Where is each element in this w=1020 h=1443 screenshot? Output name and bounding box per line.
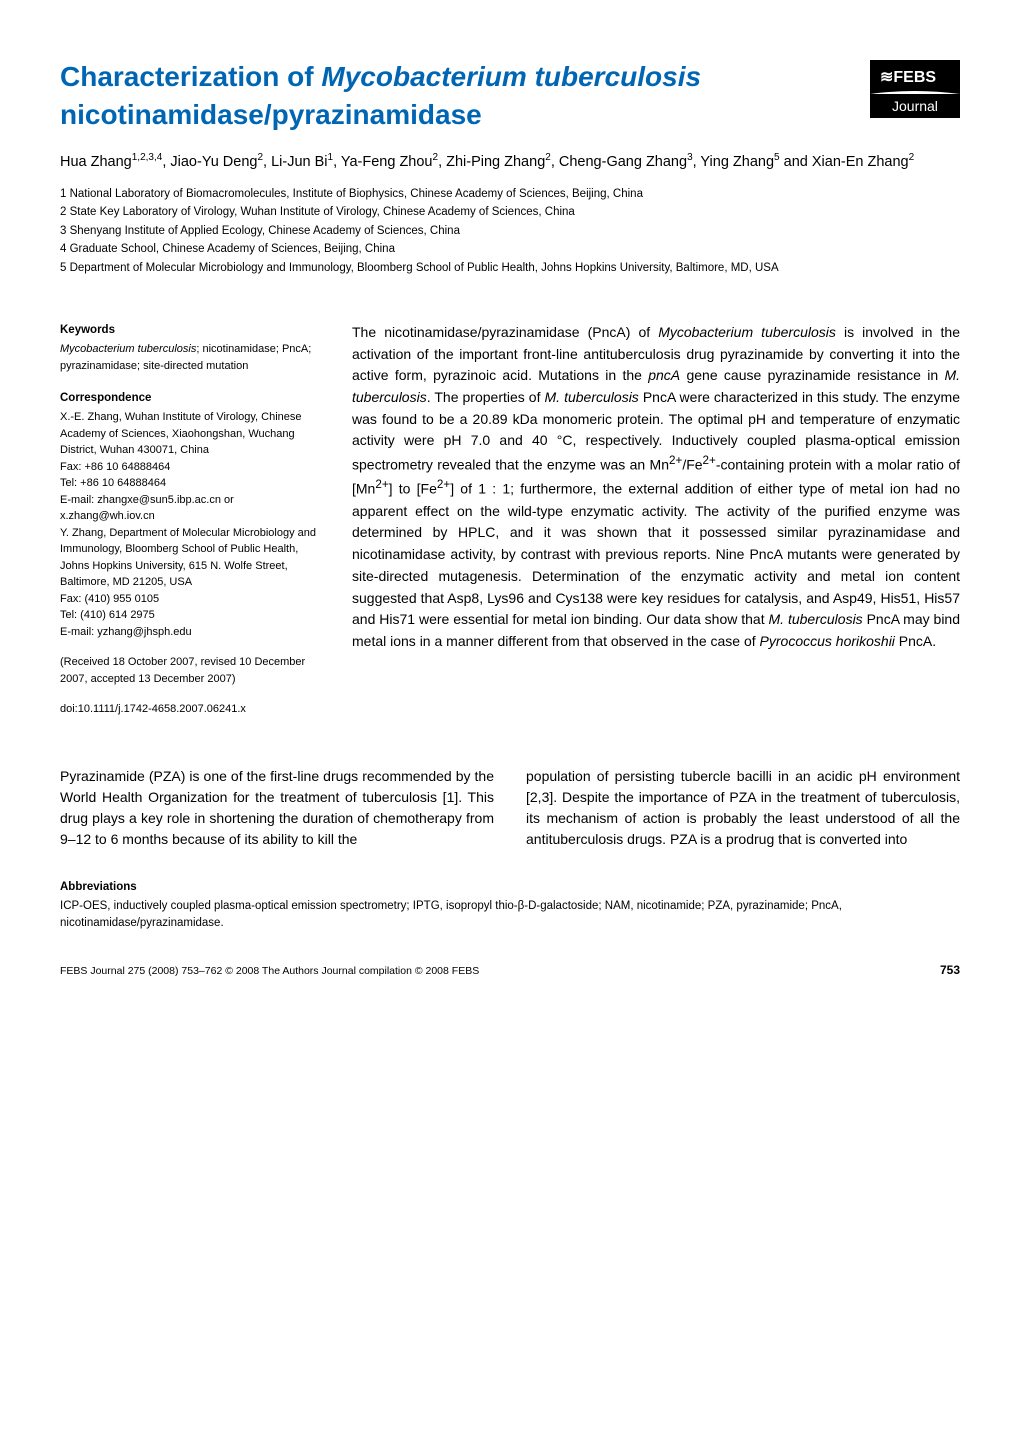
header-row: Characterization of Mycobacterium tuberc… xyxy=(60,60,960,131)
febs-logo-icon: ≋FEBS Journal xyxy=(870,60,960,118)
sidebar: Keywords Mycobacterium tuberculosis; nic… xyxy=(60,322,320,718)
article-title-line2: nicotinamidase/pyrazinamidase xyxy=(60,98,850,132)
correspondence-body: X.-E. Zhang, Wuhan Institute of Virology… xyxy=(60,409,320,640)
footer: FEBS Journal 275 (2008) 753–762 © 2008 T… xyxy=(60,962,960,978)
title-block: Characterization of Mycobacterium tuberc… xyxy=(60,60,870,131)
abstract-column: The nicotinamidase/pyrazinamidase (PncA)… xyxy=(352,322,960,718)
authors: Hua Zhang1,2,3,4, Jiao-Yu Deng2, Li-Jun … xyxy=(60,151,960,173)
abbreviations-body: ICP-OES, inductively coupled plasma-opti… xyxy=(60,898,960,933)
abstract-row: Keywords Mycobacterium tuberculosis; nic… xyxy=(60,322,960,718)
affiliation-line: 1 National Laboratory of Biomacromolecul… xyxy=(60,185,960,203)
title-italic: Mycobacterium tuberculosis xyxy=(321,61,701,92)
body-col-2: population of persisting tubercle bacill… xyxy=(526,766,960,850)
title-prefix: Characterization of xyxy=(60,61,321,92)
doi: doi:10.1111/j.1742-4658.2007.06241.x xyxy=(60,701,320,718)
footer-left: FEBS Journal 275 (2008) 753–762 © 2008 T… xyxy=(60,964,479,978)
svg-text:≋FEBS: ≋FEBS xyxy=(880,69,936,86)
keywords-heading: Keywords xyxy=(60,322,320,339)
article-title-line1: Characterization of Mycobacterium tuberc… xyxy=(60,60,850,94)
abbreviations-section: Abbreviations ICP-OES, inductively coupl… xyxy=(60,880,960,932)
affiliation-line: 4 Graduate School, Chinese Academy of Sc… xyxy=(60,240,960,258)
affiliation-line: 3 Shenyang Institute of Applied Ecology,… xyxy=(60,222,960,240)
keywords-body: Mycobacterium tuberculosis; nicotinamida… xyxy=(60,341,320,374)
body-columns: Pyrazinamide (PZA) is one of the first-l… xyxy=(60,766,960,850)
svg-text:Journal: Journal xyxy=(892,98,938,114)
affiliations: 1 National Laboratory of Biomacromolecul… xyxy=(60,185,960,277)
affiliation-line: 5 Department of Molecular Microbiology a… xyxy=(60,259,960,277)
received-dates: (Received 18 October 2007, revised 10 De… xyxy=(60,654,320,687)
body-col-1: Pyrazinamide (PZA) is one of the first-l… xyxy=(60,766,494,850)
abbreviations-heading: Abbreviations xyxy=(60,880,960,896)
correspondence-heading: Correspondence xyxy=(60,390,320,407)
abstract-text: The nicotinamidase/pyrazinamidase (PncA)… xyxy=(352,322,960,653)
affiliation-line: 2 State Key Laboratory of Virology, Wuha… xyxy=(60,203,960,221)
journal-logo: ≋FEBS Journal xyxy=(870,60,960,118)
page-number: 753 xyxy=(940,962,960,978)
